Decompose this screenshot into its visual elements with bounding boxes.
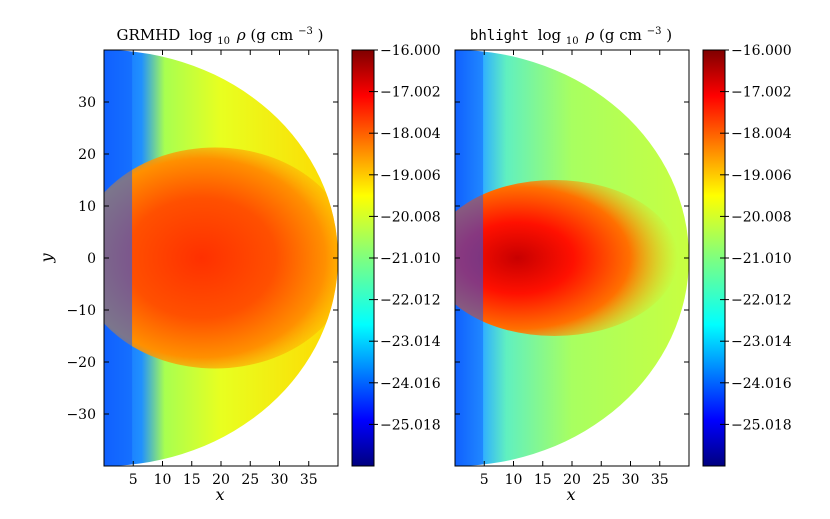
left-x-axis-label: x [215,485,224,504]
left-disk-core [104,147,338,369]
x-tick-label: 15 [534,472,552,488]
colorbar-tick-label: −23.014 [731,334,792,350]
x-tick-label: 15 [183,472,201,488]
x-tick-label: 20 [563,472,581,488]
colorbar-tick-label: −17.002 [380,85,441,101]
x-tick-label: 10 [505,472,523,488]
right-title-units-close: ) [666,26,672,44]
colorbar-tick-label: −18.004 [731,126,792,142]
y-tick-label: −10 [66,303,96,319]
right-title-symbol: ρ [584,26,594,44]
left-title-units-close: ) [318,26,324,44]
right-density-field [455,50,689,466]
left-title-subscript: 10 [217,36,230,47]
x-tick-label: 20 [212,472,230,488]
right-title-prefix: bhlight [470,28,529,44]
y-tick-label: 30 [78,95,96,111]
colorbar-tick-label: −24.016 [731,376,792,392]
colorbar-tick-label: −16.000 [380,43,441,59]
x-tick-label: 5 [480,472,489,488]
left-panel-title: GRMHD log 10 ρ (g cm −3 ) [117,20,324,48]
right-disk-core [455,180,678,336]
left-title-prefix: GRMHD [117,26,181,44]
colorbar-tick-label: −23.014 [380,334,441,350]
left-title-units-exp: −3 [298,26,313,37]
colorbar-tick-label: −19.006 [380,168,441,184]
right-x-ticks: 5 10 15 20 25 30 35 [480,50,669,488]
x-tick-label: 35 [300,472,318,488]
colorbar-tick-label: −21.010 [380,251,441,267]
right-title-quantity: log [538,26,562,44]
colorbar-tick-label: −25.018 [380,417,441,433]
y-tick-label: 20 [78,147,96,163]
left-y-ticks: 30 20 10 0 −10 −20 −30 [66,95,338,423]
left-x-ticks: 5 10 15 20 25 30 35 [129,50,318,488]
y-tick-label: −30 [66,407,96,423]
x-tick-label: 30 [271,472,289,488]
left-panel: GRMHD log 10 ρ (g cm −3 ) 5 10 15 20 25 30 35 … [37,20,339,504]
right-colorbar: −16.000 −17.002 −18.004 −19.006 −20.008 −21.0… [702,43,792,467]
colorbar-tick-label: −16.000 [731,43,792,59]
colorbar-tick-label: −24.016 [380,376,441,392]
left-colorbar: −16.000 −17.002 −18.004 −19.006 −20.008 −21.0… [351,43,441,467]
right-title-units-exp: −3 [647,26,662,37]
left-title-quantity: log [189,26,213,44]
right-title-units-open: (g cm [599,26,642,44]
colorbar-tick-label: −18.004 [380,126,441,142]
right-y-ticks [455,101,689,415]
right-title-subscript: 10 [566,36,579,47]
x-tick-label: 5 [129,472,138,488]
right-panel: bhlight log 10 ρ (g cm −3 ) 5 10 15 20 25 30 3… [454,20,690,504]
left-colorbar-ticks: −16.000 −17.002 −18.004 −19.006 −20.008 −21.0… [369,43,441,433]
left-y-axis-label: y [37,253,56,264]
y-tick-label: 10 [78,199,96,215]
x-tick-label: 30 [622,472,640,488]
left-title-symbol: ρ [236,26,246,44]
colorbar-tick-label: −20.008 [380,209,441,225]
x-tick-label: 25 [592,472,610,488]
colorbar-tick-label: −22.012 [380,293,441,309]
x-tick-label: 35 [651,472,669,488]
colorbar-tick-label: −19.006 [731,168,792,184]
x-tick-label: 10 [154,472,172,488]
right-panel-title: bhlight log 10 ρ (g cm −3 ) [470,20,672,48]
left-title-units-open: (g cm [250,26,293,44]
colorbar-tick-label: −17.002 [731,85,792,101]
x-tick-label: 25 [241,472,259,488]
right-colorbar-ticks: −16.000 −17.002 −18.004 −19.006 −20.008 −21.0… [720,43,792,433]
colorbar-tick-label: −20.008 [731,209,792,225]
colorbar-tick-label: −25.018 [731,417,792,433]
y-tick-label: 0 [87,251,96,267]
y-tick-label: −20 [66,355,96,371]
colorbar-tick-label: −22.012 [731,293,792,309]
colorbar-tick-label: −21.010 [731,251,792,267]
left-density-field [104,50,338,466]
right-x-axis-label: x [566,485,575,504]
